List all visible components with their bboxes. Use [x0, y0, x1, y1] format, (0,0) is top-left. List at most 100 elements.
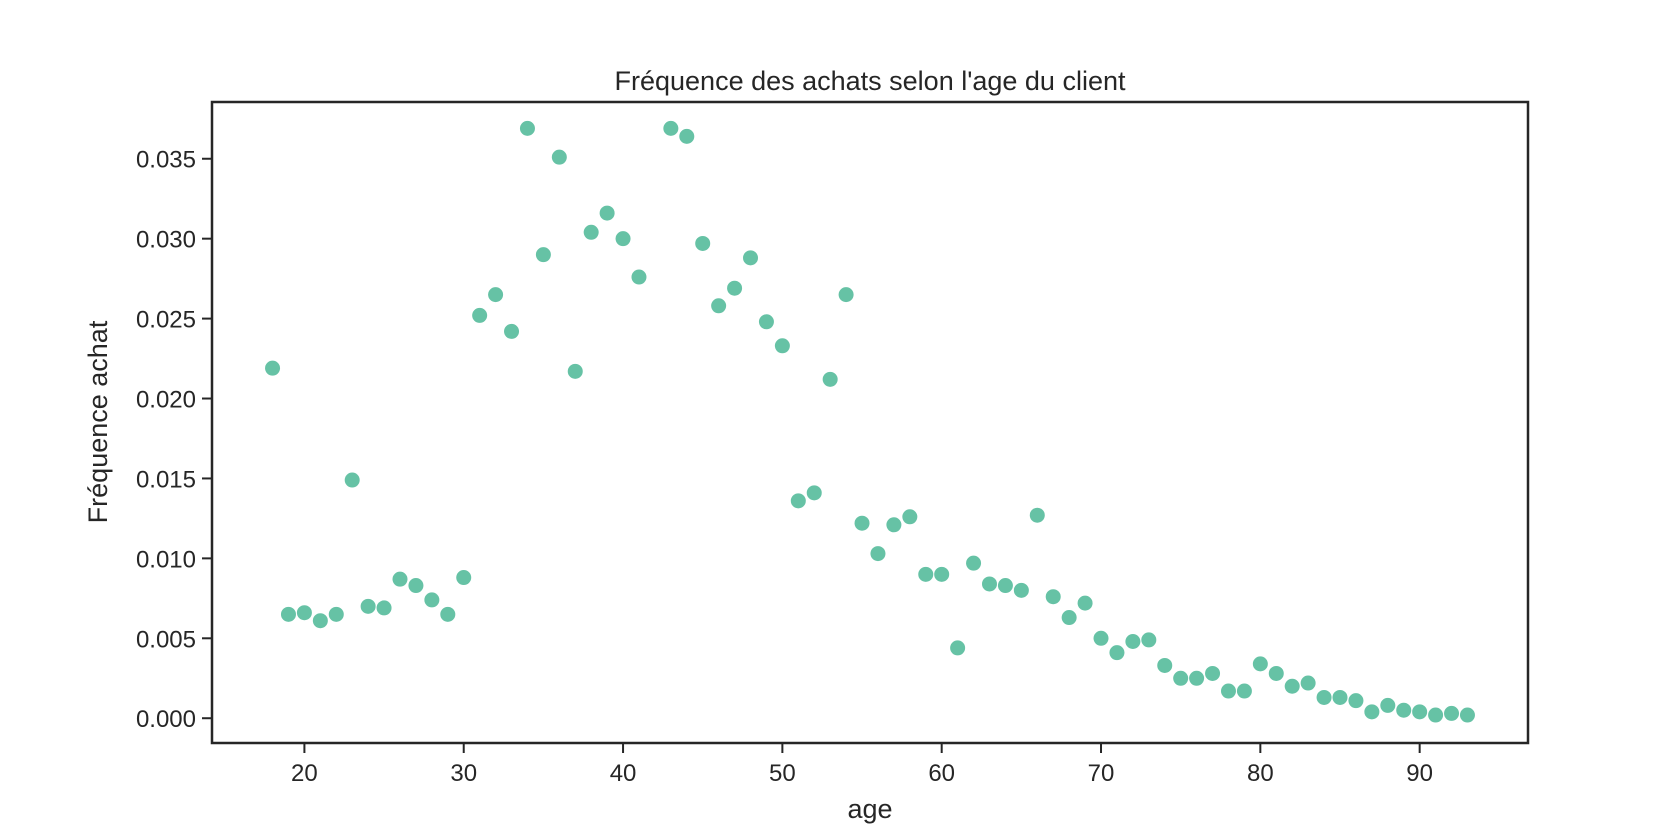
data-point: [599, 205, 615, 221]
data-point: [966, 555, 982, 571]
data-point: [870, 546, 886, 562]
y-axis-ticks: 0.000 0.005 0.010 0.015 0.020 0.025 0.030 0.035: [136, 147, 212, 733]
x-tick-label: 30: [450, 760, 477, 787]
data-point: [918, 566, 934, 582]
data-point: [902, 509, 918, 525]
data-point: [456, 570, 472, 586]
data-point: [1189, 670, 1205, 686]
data-point: [408, 578, 424, 594]
data-point: [886, 517, 902, 533]
data-point: [1045, 589, 1061, 605]
data-points: [265, 120, 1475, 723]
y-axis-label: Fréquence achat: [83, 320, 113, 523]
y-tick-label: 0.035: [136, 147, 196, 174]
data-point: [743, 250, 759, 266]
y-tick-label: 0.020: [136, 387, 196, 414]
data-point: [1268, 665, 1284, 681]
data-point: [1013, 582, 1029, 598]
data-point: [265, 360, 281, 376]
data-point: [950, 640, 966, 656]
data-point: [440, 606, 456, 622]
data-point: [519, 120, 535, 136]
data-point: [822, 371, 838, 387]
data-point: [1252, 656, 1268, 672]
data-point: [360, 598, 376, 614]
data-point: [854, 515, 870, 531]
x-tick-label: 90: [1406, 760, 1433, 787]
data-point: [790, 493, 806, 509]
data-point: [1077, 595, 1093, 611]
data-point: [392, 571, 408, 587]
data-point: [695, 235, 711, 251]
data-point: [488, 287, 504, 303]
data-point: [1236, 683, 1252, 699]
data-point: [1412, 704, 1428, 720]
data-point: [997, 578, 1013, 594]
data-point: [1220, 683, 1236, 699]
data-point: [1284, 678, 1300, 694]
data-point: [1093, 630, 1109, 646]
y-tick-label: 0.015: [136, 466, 196, 493]
data-point: [328, 606, 344, 622]
data-point: [1316, 689, 1332, 705]
data-point: [472, 307, 488, 323]
x-tick-label: 50: [769, 760, 796, 787]
y-tick-label: 0.025: [136, 307, 196, 334]
data-point: [981, 576, 997, 592]
data-point: [615, 231, 631, 247]
data-point: [1300, 675, 1316, 691]
data-point: [504, 323, 520, 339]
y-tick-label: 0.005: [136, 626, 196, 653]
x-tick-label: 60: [928, 760, 955, 787]
y-tick-label: 0.030: [136, 227, 196, 254]
data-point: [1444, 705, 1460, 721]
x-tick-label: 70: [1088, 760, 1115, 787]
data-point: [1205, 665, 1221, 681]
data-point: [535, 247, 551, 263]
x-tick-label: 40: [610, 760, 637, 787]
data-point: [1061, 610, 1077, 626]
data-point: [424, 592, 440, 608]
plot-area-frame: [210, 100, 1530, 745]
data-point: [1125, 633, 1141, 649]
data-point: [344, 472, 360, 488]
x-tick-label: 80: [1247, 760, 1274, 787]
data-point: [711, 298, 727, 314]
data-point: [1348, 693, 1364, 709]
data-point: [1380, 697, 1396, 713]
y-tick-label: 0.010: [136, 546, 196, 573]
x-axis-label: age: [847, 794, 892, 824]
data-point: [774, 338, 790, 354]
data-point: [663, 120, 679, 136]
data-point: [1029, 507, 1045, 523]
data-point: [679, 128, 695, 144]
y-tick-label: 0.000: [136, 706, 196, 733]
chart-title: Fréquence des achats selon l'age du clie…: [615, 66, 1126, 96]
data-point: [934, 566, 950, 582]
data-point: [838, 287, 854, 303]
data-point: [806, 485, 822, 501]
data-point: [312, 613, 328, 629]
data-point: [280, 606, 296, 622]
data-point: [1173, 670, 1189, 686]
data-point: [1141, 632, 1157, 648]
data-point: [376, 600, 392, 616]
x-axis-ticks: 20 30 40 50 60 70 80 90: [291, 743, 1433, 787]
data-point: [1157, 657, 1173, 673]
data-point: [631, 269, 647, 285]
data-point: [727, 280, 743, 296]
data-point: [1332, 689, 1348, 705]
data-point: [758, 314, 774, 330]
x-tick-label: 20: [291, 760, 318, 787]
data-point: [1459, 707, 1475, 723]
data-point: [1396, 702, 1412, 718]
data-point: [583, 224, 599, 240]
data-point: [567, 363, 583, 379]
data-point: [1364, 704, 1380, 720]
data-point: [296, 605, 312, 621]
data-point: [1109, 645, 1125, 661]
data-point: [551, 149, 567, 165]
data-point: [1428, 707, 1444, 723]
